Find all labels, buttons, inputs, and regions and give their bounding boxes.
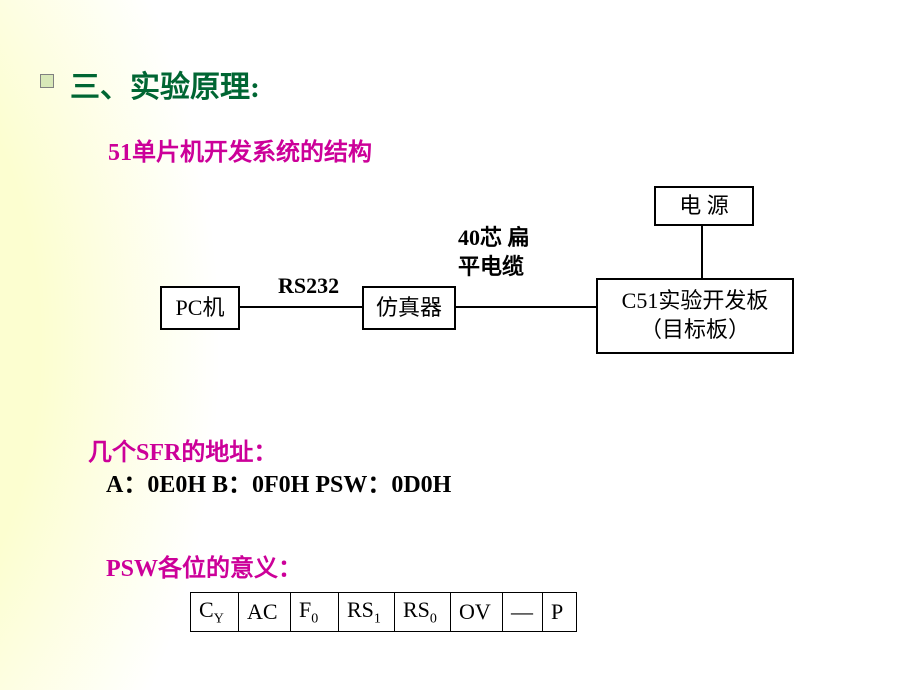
node-board: C51实验开发板 （目标板） — [596, 278, 794, 354]
psw-bits-table: CY AC F0 RS1 RS0 OV — P — [190, 592, 577, 632]
psw-cell-f0: F0 — [291, 593, 339, 632]
heading-main: 三、实验原理: — [70, 62, 260, 106]
psw-row: CY AC F0 RS1 RS0 OV — P — [191, 593, 577, 632]
node-board-line2: （目标板） — [640, 317, 750, 342]
edge-emulator-board-label: 40芯 扁 平电缆 — [458, 224, 530, 281]
edge-cable-line2: 平电缆 — [458, 254, 524, 279]
node-pc-label: PC机 — [176, 294, 225, 323]
sfr-addresses: A：0E0H B：0F0H PSW：0D0H — [106, 470, 451, 501]
node-board-line1: C51实验开发板 — [622, 288, 769, 313]
edge-cable-line1: 40芯 扁 — [458, 225, 530, 250]
heading-structure: 51单片机开发系统的结构 — [108, 132, 372, 167]
edge-emulator-board — [456, 306, 596, 308]
psw-cell-ov: OV — [451, 593, 503, 632]
psw-cell-rs0: RS0 — [395, 593, 451, 632]
heading-psw: PSW各位的意义： — [106, 548, 302, 583]
psw-cell-dash: — — [503, 593, 543, 632]
node-power: 电 源 — [654, 186, 754, 226]
node-board-label: C51实验开发板 （目标板） — [622, 287, 769, 344]
edge-pc-emulator — [240, 306, 362, 308]
psw-cell-cy: CY — [191, 593, 239, 632]
heading-sfr: 几个SFR的地址： — [88, 432, 277, 467]
bullet-square — [40, 74, 54, 88]
node-emulator-label: 仿真器 — [376, 294, 442, 323]
edge-pc-emulator-label: RS232 — [278, 272, 339, 301]
psw-cell-p: P — [543, 593, 577, 632]
edge-power-board — [701, 226, 703, 278]
node-emulator: 仿真器 — [362, 286, 456, 330]
psw-cell-ac: AC — [239, 593, 291, 632]
node-power-label: 电 源 — [679, 192, 729, 221]
node-pc: PC机 — [160, 286, 240, 330]
psw-cell-rs1: RS1 — [339, 593, 395, 632]
